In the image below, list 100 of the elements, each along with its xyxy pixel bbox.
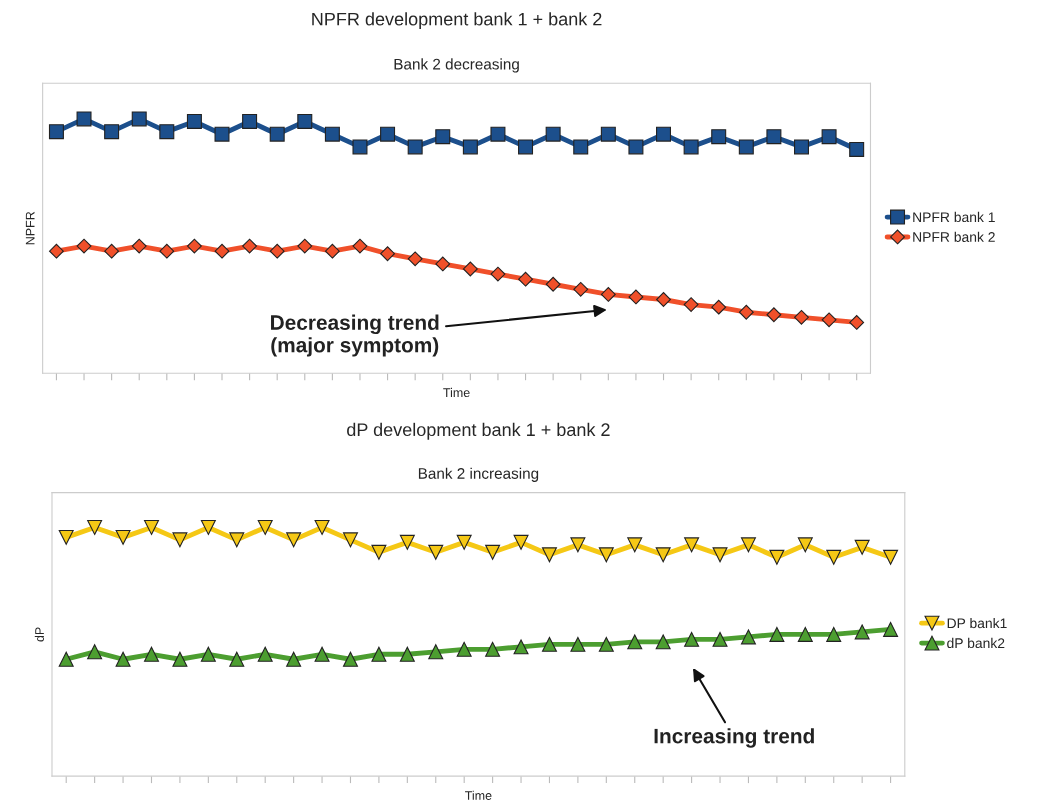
point (257, 519, 273, 535)
point (598, 547, 614, 563)
point (826, 549, 842, 565)
point (628, 139, 644, 155)
x-axis-title: Time (465, 790, 492, 800)
point (683, 297, 699, 313)
point (656, 292, 671, 307)
point (794, 309, 809, 325)
point (627, 537, 643, 553)
point (229, 532, 245, 548)
point (545, 276, 561, 292)
point (200, 646, 216, 662)
point (766, 129, 782, 145)
point (76, 111, 92, 127)
point (172, 532, 188, 548)
point (849, 141, 865, 157)
point (573, 139, 589, 155)
legend-label: NPFR bank 1 (913, 211, 995, 223)
point (545, 126, 561, 142)
chart-subtitle: Bank 2 decreasing (394, 58, 519, 73)
point (712, 631, 728, 647)
chart-subtitle: Bank 2 increasing (418, 467, 539, 482)
point (87, 519, 103, 535)
point (371, 646, 387, 662)
point (342, 532, 358, 548)
point (58, 529, 74, 545)
point (600, 286, 616, 302)
point (324, 243, 340, 259)
point (286, 532, 302, 548)
point (570, 636, 586, 652)
point (462, 139, 478, 155)
point (214, 243, 230, 259)
point (740, 629, 756, 645)
point (883, 621, 899, 637)
point (399, 646, 415, 662)
point (131, 238, 147, 254)
point (628, 289, 644, 305)
point (269, 243, 285, 259)
point (257, 646, 273, 662)
point (407, 139, 423, 155)
point (826, 626, 842, 642)
point (380, 246, 396, 262)
point (159, 243, 175, 259)
point (324, 126, 340, 142)
point (143, 519, 159, 535)
legend-label: DP bank1 (947, 617, 1007, 629)
point (200, 519, 216, 535)
point (600, 126, 616, 142)
point (214, 126, 230, 142)
point (352, 139, 368, 155)
point (172, 651, 188, 667)
point (48, 124, 64, 140)
point (297, 113, 313, 129)
point (655, 547, 671, 563)
point (849, 314, 865, 330)
point (518, 139, 534, 155)
point (598, 636, 614, 652)
x-axis-title: Time (443, 387, 470, 398)
legend-label: dP bank2 (947, 637, 1005, 649)
y-axis-title: NPFR (25, 211, 35, 245)
point (513, 534, 529, 550)
point (769, 549, 785, 565)
point (342, 651, 358, 667)
point (570, 537, 586, 553)
point (380, 126, 396, 142)
point (143, 646, 159, 662)
point (490, 266, 506, 282)
point (456, 641, 472, 657)
point (490, 126, 506, 142)
point (314, 646, 330, 662)
point (297, 238, 313, 254)
point (712, 547, 728, 563)
point (352, 238, 368, 254)
point (627, 634, 643, 650)
point (883, 549, 899, 565)
point (428, 544, 444, 560)
annotation: Decreasing trend (major symptom) (271, 314, 439, 357)
point (115, 651, 131, 667)
point (797, 626, 813, 642)
point (821, 129, 837, 145)
point (314, 519, 330, 535)
point (131, 111, 147, 127)
point (104, 124, 120, 140)
point (740, 537, 756, 553)
point (738, 139, 754, 155)
point (518, 271, 533, 287)
point (242, 113, 258, 129)
point (485, 544, 501, 560)
point (76, 238, 92, 254)
point (684, 537, 700, 553)
point (655, 634, 671, 650)
point (428, 644, 444, 660)
point (115, 529, 131, 545)
point (738, 304, 754, 320)
point (854, 539, 870, 555)
point (513, 639, 529, 655)
point (656, 126, 672, 142)
point (683, 139, 699, 155)
point (104, 243, 120, 259)
point (371, 544, 387, 560)
